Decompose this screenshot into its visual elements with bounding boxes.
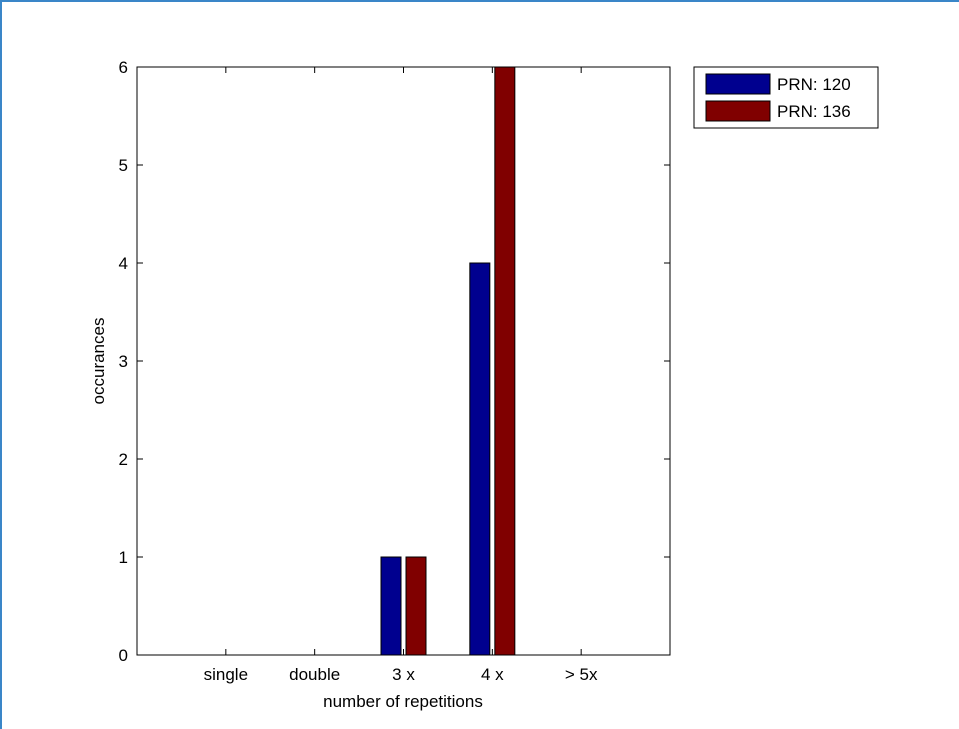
x-tick-label: > 5x — [565, 665, 598, 684]
x-axis-label: number of repetitions — [323, 692, 483, 711]
y-tick-label: 6 — [119, 58, 128, 77]
bar-1-4 — [469, 262, 491, 656]
y-tick-label: 4 — [119, 254, 128, 273]
y-ticks-group: 0 1 2 3 4 5 6 — [119, 58, 670, 665]
x-tick-label: 4 x — [481, 665, 504, 684]
x-ticks-group: single double 3 x 4 x > 5x — [204, 67, 598, 684]
legend-label-1: PRN: 120 — [777, 75, 851, 94]
legend-swatch-1 — [705, 73, 771, 95]
y-tick-label: 1 — [119, 548, 128, 567]
legend-label-2: PRN: 136 — [777, 102, 851, 121]
bar-2-3 — [405, 556, 427, 656]
legend-swatch-2 — [705, 100, 771, 122]
plot-area — [137, 67, 670, 655]
y-axis-label: occurances — [89, 318, 108, 405]
y-tick-label: 3 — [119, 352, 128, 371]
y-tick-label: 5 — [119, 156, 128, 175]
y-tick-label: 2 — [119, 450, 128, 469]
y-tick-label: 0 — [119, 646, 128, 665]
x-tick-label: single — [204, 665, 248, 684]
x-tick-label: double — [289, 665, 340, 684]
bar-2-4 — [494, 66, 516, 656]
window-border-left — [0, 0, 2, 729]
legend: PRN: 120 PRN: 136 — [693, 66, 879, 129]
bar-1-3 — [380, 556, 402, 656]
x-tick-label: 3 x — [392, 665, 415, 684]
window-border-top — [0, 0, 959, 2]
